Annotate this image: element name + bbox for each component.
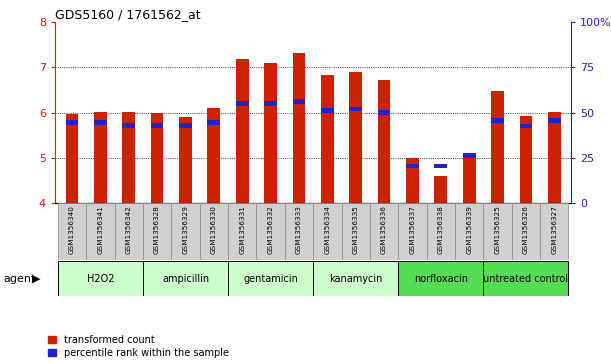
Bar [434,176,447,203]
Bar [548,112,561,203]
Bar [321,108,334,113]
Text: GSM1356342: GSM1356342 [126,205,132,254]
Text: untreated control: untreated control [483,274,568,284]
Bar [122,123,135,127]
Text: GSM1356340: GSM1356340 [69,205,75,254]
Bar [208,108,220,203]
Bar [143,203,171,260]
Text: GSM1356331: GSM1356331 [240,205,245,254]
Bar [426,203,455,260]
Bar [540,203,568,260]
Text: GSM1356327: GSM1356327 [551,205,557,254]
Text: gentamicin: gentamicin [243,274,298,284]
Bar [200,203,228,260]
Bar [483,203,511,260]
Bar [491,118,504,123]
Bar [257,203,285,260]
Bar [264,101,277,106]
Bar [491,91,504,203]
Text: GSM1356335: GSM1356335 [353,205,359,254]
Bar [94,120,107,125]
Bar [511,203,540,260]
Bar [236,101,249,106]
Bar [313,203,342,260]
Text: agent: agent [3,274,35,284]
Text: GSM1356328: GSM1356328 [154,205,160,254]
Bar [228,261,313,296]
Bar [548,118,561,123]
Bar [228,203,257,260]
Bar [114,203,143,260]
Text: ▶: ▶ [32,274,41,284]
Bar [65,114,78,203]
Bar [406,158,419,203]
Bar [483,261,568,296]
Text: GSM1356330: GSM1356330 [211,205,217,254]
Bar [370,203,398,260]
Bar [151,113,164,203]
Text: GSM1356338: GSM1356338 [438,205,444,254]
Text: ampicillin: ampicillin [162,274,209,284]
Bar [519,116,532,203]
Bar [463,154,475,203]
Bar [313,261,398,296]
Bar [463,153,475,158]
Bar [398,203,426,260]
Text: GSM1356333: GSM1356333 [296,205,302,254]
Bar [398,261,483,296]
Bar [58,261,143,296]
Bar [349,107,362,111]
Text: norfloxacin: norfloxacin [414,274,468,284]
Text: GSM1356334: GSM1356334 [324,205,331,254]
Bar [285,203,313,260]
Bar [236,59,249,203]
Bar [293,99,306,104]
Bar [65,120,78,125]
Bar [264,63,277,203]
Text: GSM1356325: GSM1356325 [494,205,500,254]
Bar [455,203,483,260]
Bar [86,203,114,260]
Text: GSM1356337: GSM1356337 [409,205,415,254]
Text: GSM1356339: GSM1356339 [466,205,472,254]
Text: kanamycin: kanamycin [329,274,382,284]
Bar [179,117,192,203]
Text: GSM1356332: GSM1356332 [268,205,274,254]
Bar [321,75,334,203]
Text: GSM1356336: GSM1356336 [381,205,387,254]
Bar [58,203,86,260]
Legend: transformed count, percentile rank within the sample: transformed count, percentile rank withi… [48,335,229,358]
Text: GSM1356341: GSM1356341 [97,205,103,254]
Bar [378,110,390,115]
Text: GDS5160 / 1761562_at: GDS5160 / 1761562_at [55,8,200,21]
Bar [434,164,447,168]
Bar [293,53,306,203]
Bar [143,261,228,296]
Bar [151,123,164,127]
Bar [122,112,135,203]
Bar [208,120,220,125]
Text: GSM1356329: GSM1356329 [183,205,188,254]
Text: H2O2: H2O2 [87,274,114,284]
Bar [378,80,390,203]
Bar [349,72,362,203]
Bar [94,112,107,203]
Bar [342,203,370,260]
Bar [406,164,419,168]
Text: GSM1356326: GSM1356326 [523,205,529,254]
Bar [179,123,192,127]
Bar [171,203,200,260]
Bar [519,124,532,129]
